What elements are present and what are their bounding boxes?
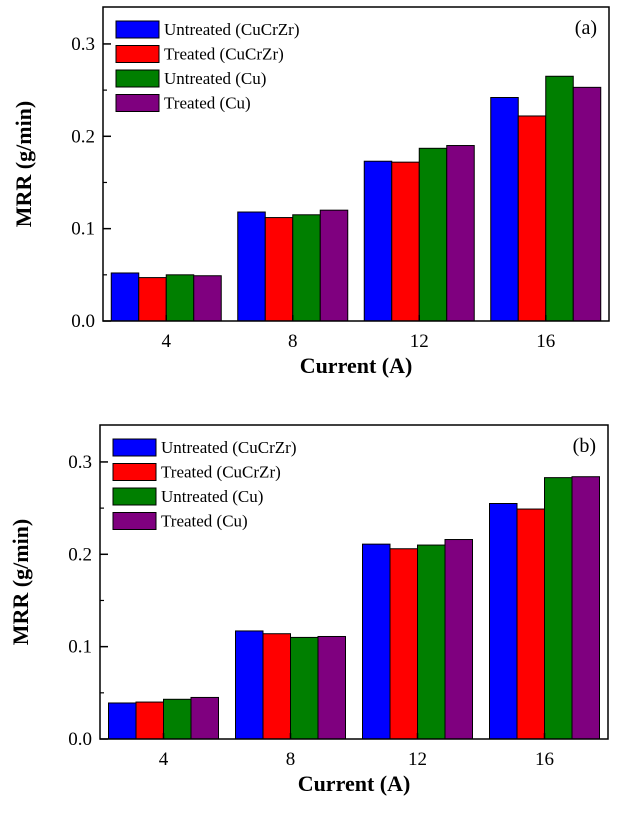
legend-swatch	[112, 438, 157, 457]
bar-treated-cu-8a	[319, 209, 349, 322]
bar-treated-cucrzr-16a	[517, 115, 547, 322]
chart-panel-a: 0.0 0.1 0.2 0.3 4 8 12 16 Current (A) MRR (g/min)…	[11, 6, 610, 378]
bar-treated-cucrzr-4a	[135, 701, 164, 740]
legend: Untreated (CuCrZr) Treated (CuCrZr) Untrea…	[112, 438, 296, 531]
bar-untreated-cu-16a	[544, 477, 573, 740]
legend-swatch	[112, 487, 157, 506]
bar-untreated-cucrzr-12a	[362, 543, 391, 740]
bar-untreated-cu-12a	[417, 544, 446, 740]
bar-untreated-cucrzr-4a	[110, 272, 140, 322]
panel-label: (b)	[573, 435, 596, 457]
legend-swatch	[112, 463, 157, 481]
bar-treated-cu-16a	[572, 86, 602, 322]
bar-treated-cu-8a	[317, 635, 346, 740]
x-axis-title: Current (A)	[298, 771, 411, 796]
bar-untreated-cu-4a	[163, 698, 192, 740]
plot-frame	[102, 6, 610, 322]
x-tick-label: 16	[535, 749, 554, 770]
legend: Untreated (CuCrZr) Treated (CuCrZr) Untrea…	[115, 20, 299, 113]
x-tick-label: 4	[162, 331, 172, 352]
legend-swatch	[115, 20, 160, 39]
bar-treated-cucrzr-4a	[138, 277, 167, 322]
legend-label: Treated (Cu)	[161, 512, 248, 531]
bar-treated-cucrzr-16a	[516, 508, 545, 740]
panel-label: (a)	[575, 17, 597, 39]
y-axis-title: MRR (g/min)	[11, 101, 36, 227]
x-tick-label: 12	[408, 749, 427, 770]
y-tick-label: 0.1	[71, 219, 95, 240]
y-tick-label: 0.2	[68, 544, 92, 565]
bar-untreated-cucrzr-12a	[363, 160, 393, 322]
bar-untreated-cucrzr-4a	[108, 702, 137, 740]
x-axis-title: Current (A)	[300, 353, 413, 378]
legend-label: Treated (Cu)	[164, 94, 251, 113]
legend-label: Untreated (Cu)	[161, 487, 263, 506]
x-tick-label: 8	[286, 749, 296, 770]
legend-label: Untreated (CuCrZr)	[161, 438, 296, 457]
legend-swatch	[115, 94, 160, 112]
bar-treated-cu-4a	[193, 275, 222, 322]
legend-label: Untreated (CuCrZr)	[164, 20, 299, 39]
bar-untreated-cu-4a	[165, 274, 195, 322]
bar-untreated-cu-12a	[418, 147, 448, 322]
bar-treated-cu-12a	[444, 539, 473, 740]
x-tick-label: 12	[410, 331, 429, 352]
bar-untreated-cucrzr-8a	[237, 211, 266, 322]
x-tick-label: 8	[288, 331, 298, 352]
legend-swatch	[112, 512, 157, 530]
legend-label: Untreated (Cu)	[164, 69, 266, 88]
x-tick-label: 16	[536, 331, 555, 352]
legend-swatch	[115, 69, 160, 88]
bar-treated-cu-12a	[446, 145, 475, 322]
bar-untreated-cu-8a	[292, 214, 321, 322]
bar-treated-cu-4a	[190, 696, 219, 740]
chart-panel-b: 0.0 0.1 0.2 0.3 4 8 12 16 Current (A) MRR (g/min)…	[8, 424, 609, 796]
bar-treated-cucrzr-8a	[262, 633, 291, 740]
legend-label: Treated (CuCrZr)	[161, 463, 281, 482]
y-tick-label: 0.3	[68, 452, 92, 473]
y-tick-label: 0.3	[71, 34, 95, 55]
bar-untreated-cucrzr-8a	[235, 630, 264, 740]
bar-treated-cucrzr-12a	[389, 548, 418, 740]
bar-treated-cu-16a	[571, 476, 600, 740]
bar-treated-cucrzr-8a	[264, 217, 294, 322]
legend-label: Treated (CuCrZr)	[164, 45, 284, 64]
plot-frame	[99, 424, 609, 740]
y-tick-label: 0.0	[68, 729, 92, 750]
y-tick-label: 0.1	[68, 637, 92, 658]
x-tick-label: 4	[159, 749, 169, 770]
y-tick-label: 0.0	[71, 311, 95, 332]
y-axis-title: MRR (g/min)	[8, 519, 33, 645]
bar-treated-cucrzr-12a	[391, 161, 420, 322]
legend-swatch	[115, 45, 160, 63]
y-tick-label: 0.2	[71, 126, 95, 147]
bar-untreated-cucrzr-16a	[490, 97, 519, 322]
bar-untreated-cucrzr-16a	[489, 503, 518, 740]
bar-untreated-cu-8a	[290, 636, 319, 740]
bar-untreated-cu-16a	[545, 75, 574, 322]
